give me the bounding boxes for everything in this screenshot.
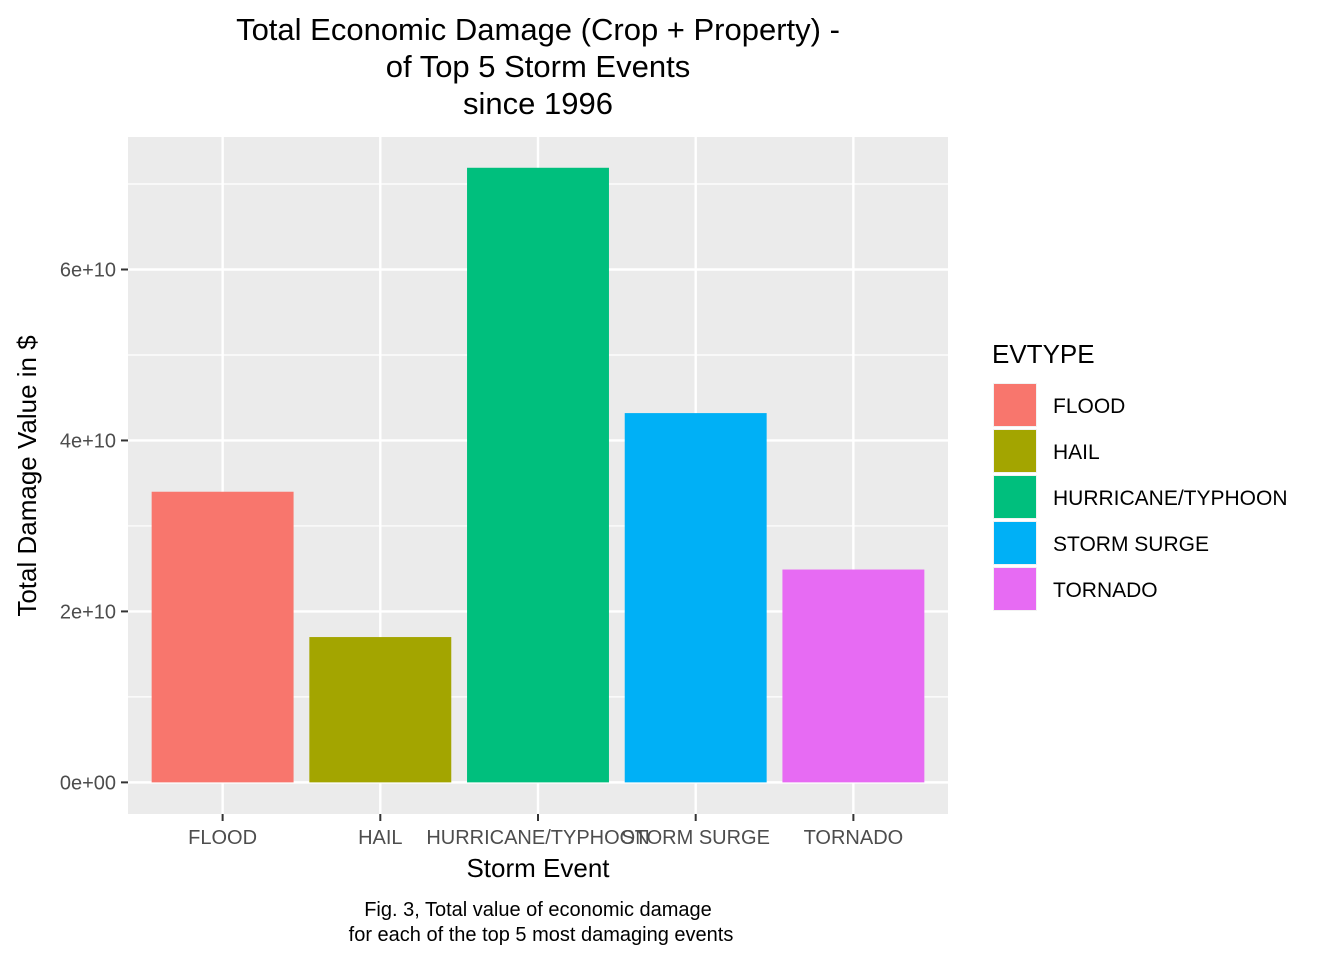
y-axis-title: Total Damage Value in $ bbox=[12, 335, 42, 617]
bar-hail bbox=[309, 637, 452, 783]
x-axis-title: Storm Event bbox=[466, 853, 610, 883]
legend-label: TORNADO bbox=[1053, 579, 1158, 602]
x-tick-label: STORM SURGE bbox=[621, 827, 770, 849]
legend-key bbox=[994, 522, 1036, 564]
legend-key bbox=[994, 430, 1036, 472]
caption-line-2: for each of the top 5 most damaging even… bbox=[349, 924, 734, 946]
legend-label: HURRICANE/TYPHOON bbox=[1053, 487, 1288, 510]
bar-tornado bbox=[782, 569, 925, 783]
chart-title: Total Economic Damage (Crop + Property) … bbox=[236, 12, 840, 121]
legend-key bbox=[994, 476, 1036, 518]
legend-label: HAIL bbox=[1053, 441, 1100, 464]
y-axis: 0e+00 2e+10 4e+10 6e+10 bbox=[60, 259, 128, 794]
x-tick-label: FLOOD bbox=[188, 827, 257, 849]
caption-line-1: Fig. 3, Total value of economic damage bbox=[364, 899, 712, 921]
x-tick-label: HURRICANE/TYPHOON bbox=[426, 827, 649, 849]
x-tick-label: TORNADO bbox=[804, 827, 904, 849]
legend-label: STORM SURGE bbox=[1053, 533, 1209, 556]
y-tick-label: 4e+10 bbox=[60, 430, 116, 452]
chart-title-line-2: of Top 5 Storm Events bbox=[386, 49, 690, 84]
y-tick-label: 2e+10 bbox=[60, 601, 116, 623]
legend-label: FLOOD bbox=[1053, 395, 1125, 418]
legend-title: EVTYPE bbox=[992, 339, 1095, 369]
bar-hurricane-typhoon bbox=[467, 167, 609, 783]
bar-flood bbox=[151, 491, 294, 783]
chart-title-line-1: Total Economic Damage (Crop + Property) … bbox=[236, 12, 840, 47]
x-tick-label: HAIL bbox=[358, 827, 402, 849]
legend: EVTYPE FLOOD HAIL HURRICANE/TYPHOON STORM S… bbox=[992, 339, 1288, 611]
legend-key bbox=[994, 384, 1036, 426]
caption: Fig. 3, Total value of economic damage f… bbox=[349, 899, 734, 946]
legend-key bbox=[994, 568, 1036, 610]
bars bbox=[151, 167, 925, 783]
y-tick-label: 6e+10 bbox=[60, 259, 116, 281]
chart-title-line-3: since 1996 bbox=[463, 86, 613, 121]
bar-storm-surge bbox=[624, 413, 767, 783]
y-tick-label: 0e+00 bbox=[60, 772, 116, 794]
